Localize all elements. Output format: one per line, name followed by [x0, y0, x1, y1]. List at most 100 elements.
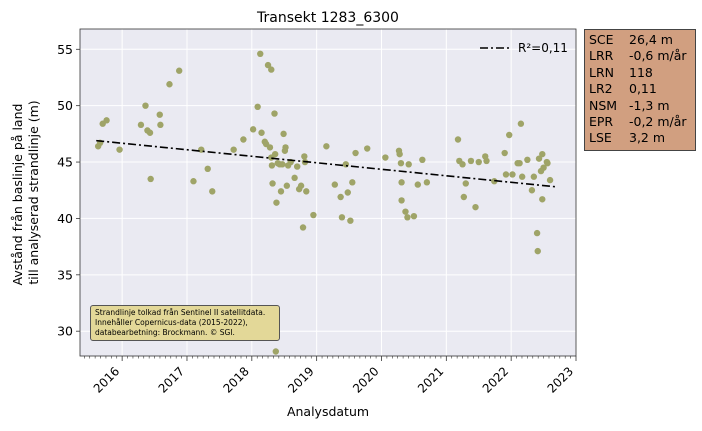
data-point	[534, 247, 541, 255]
legend-label: R²=0,11	[518, 41, 568, 55]
data-point	[502, 171, 510, 178]
data-point	[398, 197, 405, 204]
data-point	[472, 203, 479, 211]
data-point	[272, 348, 280, 355]
data-point	[397, 159, 405, 167]
stat-key: LRN	[589, 64, 614, 80]
data-point	[467, 157, 475, 165]
stat-value: 3,2 m	[629, 130, 666, 146]
data-point	[344, 189, 351, 196]
data-point	[157, 121, 164, 129]
x-tick-label: 2022	[480, 364, 511, 395]
data-point	[347, 217, 354, 224]
data-point	[382, 154, 389, 161]
stat-row-lr2: LR2 0,11	[589, 81, 691, 97]
data-point	[254, 103, 261, 111]
grid	[80, 29, 577, 356]
data-point	[258, 129, 265, 136]
data-point	[116, 146, 123, 153]
data-point	[264, 61, 272, 69]
x-tick-label: 2016	[91, 364, 122, 395]
data-point	[460, 193, 468, 201]
data-point	[147, 175, 154, 183]
data-point	[518, 173, 526, 180]
data-point	[540, 164, 547, 171]
data-point	[323, 143, 330, 150]
y-tick-label: 35	[57, 267, 73, 282]
trend-line	[96, 139, 557, 188]
data-point	[509, 171, 516, 178]
data-point	[310, 211, 317, 219]
data-point	[528, 187, 536, 194]
data-point	[506, 131, 513, 139]
stat-value: -0,2 m/år	[629, 114, 687, 130]
data-point	[266, 144, 274, 151]
data-point	[475, 158, 482, 166]
x-axis-label: Analysdatum	[287, 404, 369, 419]
data-point	[462, 180, 469, 187]
y-axis-label-line-2: till analyserad strandlinje (m)	[26, 100, 41, 284]
stat-row-lse: LSE 3,2 m	[589, 130, 691, 146]
data-point	[349, 179, 356, 186]
y-axis-label-line-1: Avstånd från baslinje på land	[10, 104, 25, 286]
data-point	[405, 161, 412, 168]
data-point	[257, 50, 264, 58]
data-point	[268, 162, 276, 169]
data-point	[419, 156, 426, 163]
data-point	[303, 188, 310, 195]
data-point	[544, 159, 551, 167]
data-point	[530, 173, 538, 180]
stat-value: 26,4 m	[629, 32, 673, 47]
data-point	[204, 165, 211, 173]
data-point	[546, 176, 554, 184]
data-point	[240, 136, 247, 143]
source-note: Strandlinje tolkad från Sentinel II sate…	[90, 305, 280, 341]
stat-key: LSE	[589, 130, 612, 146]
data-point	[271, 150, 279, 158]
data-point	[166, 81, 173, 88]
data-point	[337, 193, 344, 201]
y-tick-label: 40	[57, 211, 73, 226]
data-point	[524, 156, 531, 163]
data-point	[338, 214, 346, 221]
data-point	[282, 144, 289, 151]
stat-key: NSM	[589, 97, 618, 113]
data-point	[249, 126, 257, 133]
data-point	[535, 155, 543, 162]
stat-key: LR2	[589, 81, 613, 97]
source-note-line: databearbetning: Brockmann. © SGI.	[95, 328, 235, 337]
plot-frame	[79, 28, 577, 357]
data-point	[398, 179, 405, 186]
data-point	[423, 179, 431, 186]
data-point	[291, 174, 298, 182]
stat-key: LRR	[589, 48, 614, 64]
data-point	[283, 182, 291, 189]
stat-row-lrn: LRN 118	[589, 65, 691, 81]
data-point	[533, 229, 541, 237]
data-point	[402, 208, 409, 215]
data-point	[142, 102, 149, 109]
data-point	[230, 146, 237, 153]
data-point	[269, 180, 276, 187]
stat-value: 118	[629, 64, 653, 80]
data-point	[146, 129, 154, 136]
data-point	[190, 178, 197, 185]
data-point	[137, 121, 145, 129]
stat-row-nsm: NSM -1,3 m	[589, 98, 691, 114]
data-point	[294, 163, 301, 170]
stat-value: -1,3 m	[629, 97, 670, 113]
source-note-line: Innehåller Copernicus-data (2015-2022),	[95, 318, 248, 327]
data-point	[396, 150, 403, 158]
data-point	[280, 130, 287, 138]
source-note-line: Strandlinje tolkad från Sentinel II sate…	[95, 308, 266, 317]
stat-key: EPR	[589, 114, 614, 130]
data-point	[404, 214, 411, 221]
x-tick-label: 2023	[545, 364, 576, 395]
data-point	[364, 145, 371, 152]
data-point	[268, 66, 275, 73]
x-tick-label: 2021	[415, 364, 446, 395]
chart-title: Transekt 1283_6300	[256, 10, 399, 26]
data-point	[297, 182, 305, 189]
stat-value: -0,6 m/år	[629, 48, 687, 64]
